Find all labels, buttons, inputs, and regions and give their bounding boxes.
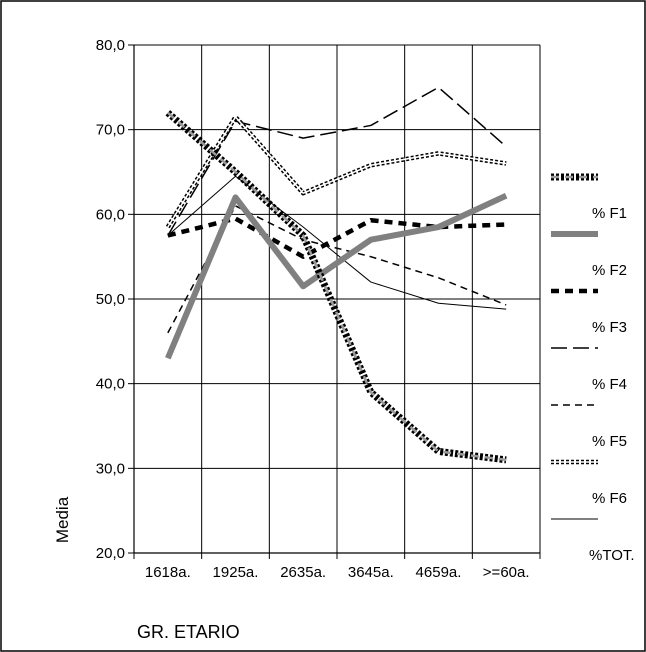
- y-tick-label: 40,0: [96, 376, 125, 393]
- series-line-f1-inner: [167, 111, 507, 462]
- legend-label-tot: %TOT.: [589, 547, 635, 564]
- x-tick-label: 4659a.: [416, 564, 462, 581]
- legend-label-f6: % F6: [592, 490, 627, 507]
- legend-label-f5: % F5: [592, 433, 627, 450]
- y-tick-label: 30,0: [96, 460, 125, 477]
- series-line-f6-inner: [167, 116, 507, 228]
- series-lines: [165, 86, 508, 464]
- series-line-tot: [167, 175, 507, 310]
- legend-label-f2: % F2: [592, 262, 627, 279]
- axes: 20,0 30,0 40,0 50,0 60,0 70,0 80,0 1618a. 1925a.…: [96, 37, 541, 581]
- series-line-f2: [165, 192, 508, 360]
- series-line-f5: [167, 205, 507, 334]
- y-tick-label: 20,0: [96, 545, 125, 562]
- x-tick-label: >=60a.: [483, 564, 530, 581]
- y-tick-label: 50,0: [96, 291, 125, 308]
- x-tick-label: 2635a.: [280, 564, 326, 581]
- y-tick-label: 80,0: [96, 37, 125, 54]
- legend-label-f4: % F4: [592, 376, 627, 393]
- legend-label-f3: % F3: [592, 319, 627, 336]
- series-line-f4: [167, 86, 507, 236]
- y-axis-label: Media: [53, 496, 72, 543]
- x-axis-label: GR. ETARIO: [137, 622, 240, 642]
- y-tick-label: 60,0: [96, 206, 125, 223]
- legend-label-f1: % F1: [592, 205, 627, 222]
- x-tick-label: 3645a.: [348, 564, 394, 581]
- x-tick-label: 1618a.: [145, 564, 191, 581]
- x-tick-label: 1925a.: [213, 564, 259, 581]
- y-tick-label: 70,0: [96, 122, 125, 139]
- legend: % F1 % F2 % F3 % F4 % F5 % F6 %TOT.: [551, 173, 635, 564]
